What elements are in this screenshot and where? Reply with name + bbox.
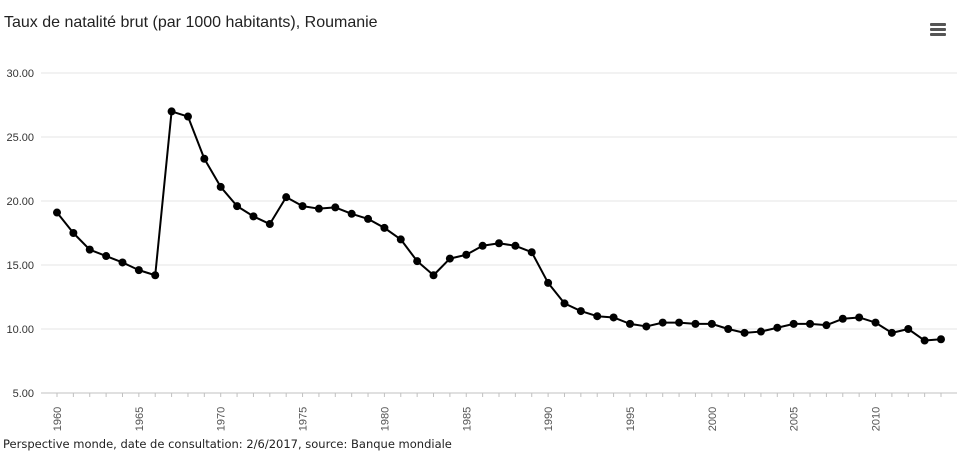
data-point[interactable] bbox=[396, 235, 405, 244]
data-point[interactable] bbox=[249, 212, 258, 221]
hamburger-menu-icon bbox=[930, 23, 946, 26]
data-point[interactable] bbox=[495, 239, 503, 248]
y-tick-label: 5.00 bbox=[13, 388, 34, 400]
data-point[interactable] bbox=[904, 325, 913, 333]
data-point[interactable] bbox=[740, 328, 749, 337]
data-point[interactable] bbox=[937, 335, 945, 344]
hamburger-menu-icon bbox=[930, 33, 946, 36]
x-tick-label: 1965 bbox=[134, 407, 146, 431]
data-point[interactable] bbox=[429, 271, 438, 280]
data-point[interactable] bbox=[756, 327, 765, 336]
data-point[interactable] bbox=[871, 318, 880, 327]
data-point[interactable] bbox=[642, 322, 651, 331]
x-tick-label: 1995 bbox=[625, 407, 637, 431]
data-point[interactable] bbox=[625, 319, 634, 328]
data-point[interactable] bbox=[118, 258, 127, 267]
source-credits: Perspective monde, date de consultation:… bbox=[3, 437, 452, 451]
y-tick-label: 20.00 bbox=[6, 196, 34, 208]
y-tick-label: 10.00 bbox=[6, 324, 34, 336]
grid-lines bbox=[41, 72, 957, 330]
chart-menu-button[interactable] bbox=[928, 20, 948, 38]
data-point[interactable] bbox=[511, 241, 520, 250]
x-tick-label: 1975 bbox=[298, 407, 310, 431]
data-point[interactable] bbox=[838, 314, 847, 323]
data-point[interactable] bbox=[216, 182, 225, 191]
data-point[interactable] bbox=[544, 278, 553, 287]
data-point[interactable] bbox=[822, 321, 831, 330]
data-point[interactable] bbox=[53, 208, 61, 217]
y-axis-labels: 5.00 10.00 15.00 20.00 25.00 30.00 bbox=[6, 68, 34, 400]
data-point[interactable] bbox=[233, 202, 242, 211]
data-point[interactable] bbox=[347, 209, 356, 218]
data-point[interactable] bbox=[675, 318, 684, 327]
data-point[interactable] bbox=[69, 229, 78, 237]
x-axis-labels: 1960 1965 1970 1975 1980 1985 1990 1995 2000 2005… bbox=[52, 407, 883, 431]
data-point[interactable] bbox=[380, 223, 389, 232]
x-tick-label: 1980 bbox=[379, 407, 391, 431]
data-point[interactable] bbox=[527, 248, 536, 257]
x-tick-label: 1990 bbox=[543, 407, 555, 431]
data-point[interactable] bbox=[445, 254, 454, 263]
x-axis bbox=[41, 392, 957, 397]
data-point[interactable] bbox=[855, 313, 864, 322]
data-point[interactable] bbox=[789, 319, 798, 328]
data-point[interactable] bbox=[282, 193, 291, 202]
y-tick-label: 25.00 bbox=[6, 132, 34, 144]
chart-title: Taux de natalité brut (par 1000 habitant… bbox=[4, 14, 378, 31]
data-point[interactable] bbox=[887, 328, 896, 337]
data-point[interactable] bbox=[609, 313, 618, 322]
series-line bbox=[56, 110, 942, 342]
data-point[interactable] bbox=[364, 214, 373, 223]
data-point[interactable] bbox=[314, 204, 323, 213]
x-tick-label: 2005 bbox=[789, 407, 801, 431]
data-point[interactable] bbox=[167, 107, 176, 116]
data-point[interactable] bbox=[102, 252, 111, 261]
data-point[interactable] bbox=[707, 319, 716, 328]
y-tick-label: 15.00 bbox=[6, 260, 34, 272]
x-tick-label: 1985 bbox=[461, 407, 473, 431]
x-tick-label: 1970 bbox=[216, 407, 228, 431]
data-point[interactable] bbox=[691, 319, 700, 328]
data-point[interactable] bbox=[331, 203, 340, 212]
series-births bbox=[53, 107, 945, 345]
data-point[interactable] bbox=[593, 312, 602, 321]
data-point[interactable] bbox=[576, 307, 585, 316]
x-tick-label: 2000 bbox=[707, 407, 719, 431]
data-point[interactable] bbox=[200, 154, 209, 163]
data-point[interactable] bbox=[773, 323, 782, 332]
data-point[interactable] bbox=[560, 299, 569, 308]
data-point[interactable] bbox=[658, 318, 667, 327]
data-point[interactable] bbox=[478, 241, 487, 250]
x-tick-label: 2010 bbox=[871, 407, 883, 431]
data-point[interactable] bbox=[724, 325, 733, 333]
y-tick-label: 30.00 bbox=[6, 68, 34, 80]
data-point[interactable] bbox=[134, 266, 143, 275]
x-tick-label: 1960 bbox=[52, 407, 64, 431]
data-point[interactable] bbox=[920, 336, 929, 345]
data-point[interactable] bbox=[183, 112, 192, 121]
data-point[interactable] bbox=[85, 245, 94, 254]
data-point[interactable] bbox=[151, 271, 160, 280]
data-point[interactable] bbox=[413, 257, 422, 266]
data-point[interactable] bbox=[462, 250, 471, 259]
data-point[interactable] bbox=[298, 202, 307, 211]
data-point[interactable] bbox=[265, 220, 274, 229]
hamburger-menu-icon bbox=[930, 28, 946, 31]
data-point[interactable] bbox=[806, 319, 815, 328]
